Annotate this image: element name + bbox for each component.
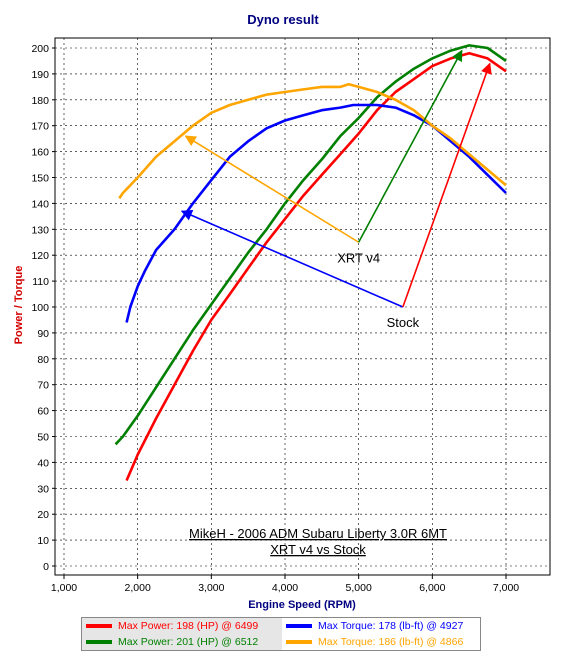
x-axis-label: Engine Speed (RPM) bbox=[248, 599, 356, 611]
legend-label: Max Torque: 186 (lb-ft) @ 4866 bbox=[318, 636, 464, 648]
x-tick-label: 3,000 bbox=[198, 582, 224, 594]
legend-item-blue-torque: Max Torque: 178 (lb-ft) @ 4927 bbox=[282, 618, 480, 634]
annotation-arrow bbox=[357, 49, 463, 243]
annotation-arrow bbox=[184, 135, 360, 243]
y-axis-ticks: 0 10 20 30 40 50 60 70 80 90 100 110 120 130 140 150 160… bbox=[31, 43, 55, 573]
y-tick-label: 120 bbox=[31, 250, 49, 262]
y-tick-label: 100 bbox=[31, 302, 49, 314]
y-tick-label: 160 bbox=[31, 147, 49, 159]
annotation-label: XRT v4 bbox=[337, 250, 380, 265]
x-tick-label: 5,000 bbox=[346, 582, 372, 594]
y-tick-label: 40 bbox=[37, 457, 49, 469]
x-tick-label: 1,000 bbox=[51, 582, 77, 594]
annotation-label: Stock bbox=[387, 315, 420, 330]
series-line-1 bbox=[114, 44, 507, 446]
series-line-3 bbox=[118, 83, 507, 199]
y-tick-label: 200 bbox=[31, 43, 49, 55]
y-tick-label: 0 bbox=[43, 561, 49, 573]
y-tick-label: 10 bbox=[37, 535, 49, 547]
y-tick-label: 30 bbox=[37, 483, 49, 495]
caption-line-2: XRT v4 vs Stock bbox=[270, 542, 366, 557]
x-tick-label: 4,000 bbox=[272, 582, 298, 594]
legend-swatch bbox=[286, 624, 312, 628]
series-layer bbox=[114, 44, 507, 482]
legend: Max Power: 198 (HP) @ 6499 Max Torque: 1… bbox=[81, 617, 481, 651]
legend-item-green-power: Max Power: 201 (HP) @ 6512 bbox=[82, 634, 282, 650]
legend-swatch bbox=[86, 640, 112, 644]
x-tick-label: 2,000 bbox=[125, 582, 151, 594]
chart-title: Dyno result bbox=[247, 12, 319, 27]
legend-item-red-power: Max Power: 198 (HP) @ 6499 bbox=[82, 618, 282, 634]
y-tick-label: 80 bbox=[37, 354, 49, 366]
annotation-arrow bbox=[180, 210, 404, 308]
legend-label: Max Torque: 178 (lb-ft) @ 4927 bbox=[318, 620, 464, 632]
y-tick-label: 90 bbox=[37, 328, 49, 340]
series-line-0 bbox=[125, 51, 507, 482]
legend-item-orange-torque: Max Torque: 186 (lb-ft) @ 4866 bbox=[282, 634, 480, 650]
y-axis-label: Power / Torque bbox=[13, 266, 25, 345]
y-tick-label: 190 bbox=[31, 69, 49, 81]
y-tick-label: 170 bbox=[31, 121, 49, 133]
y-tick-label: 150 bbox=[31, 173, 49, 185]
caption-line-1: MikeH - 2006 ADM Subaru Liberty 3.0R 6MT bbox=[189, 526, 447, 541]
x-tick-label: 7,000 bbox=[493, 582, 519, 594]
x-axis-ticks: 1,000 2,000 3,000 4,000 5,000 6,000 7,000 bbox=[51, 575, 519, 594]
annotation-layer: XRT v4 Stock bbox=[180, 49, 492, 330]
y-tick-label: 110 bbox=[32, 276, 49, 288]
y-tick-label: 130 bbox=[31, 224, 49, 236]
y-tick-label: 70 bbox=[37, 380, 49, 392]
y-tick-label: 180 bbox=[31, 95, 49, 107]
y-tick-label: 50 bbox=[37, 432, 49, 444]
legend-label: Max Power: 198 (HP) @ 6499 bbox=[118, 620, 259, 632]
y-tick-label: 60 bbox=[37, 406, 49, 418]
legend-swatch bbox=[86, 624, 112, 628]
x-tick-label: 6,000 bbox=[419, 582, 445, 594]
legend-label: Max Power: 201 (HP) @ 6512 bbox=[118, 636, 259, 648]
annotation-arrow bbox=[402, 62, 492, 308]
y-tick-label: 140 bbox=[31, 198, 49, 210]
y-tick-label: 20 bbox=[37, 509, 49, 521]
legend-swatch bbox=[286, 640, 312, 644]
